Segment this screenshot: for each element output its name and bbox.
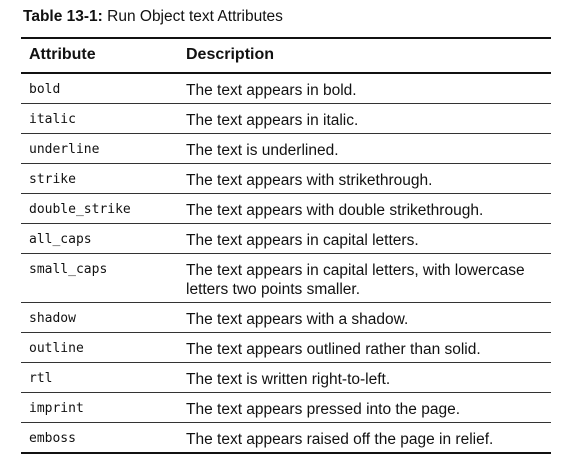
description-cell: The text appears in bold. (186, 82, 357, 99)
table-caption: Table 13-1: Run Object text Attributes (23, 6, 283, 28)
attribute-cell: imprint (29, 401, 84, 416)
attribute-cell: double_strike (29, 202, 131, 217)
table-row: outline The text appears outlined rather… (21, 333, 551, 363)
attribute-cell: emboss (29, 431, 76, 446)
attributes-table: Attribute Description bold The text appe… (21, 37, 551, 454)
description-cell: The text is underlined. (186, 142, 339, 159)
attribute-cell: bold (29, 82, 61, 97)
table-row: underline The text is underlined. (21, 134, 551, 164)
header-description: Description (186, 46, 275, 63)
table-row: strike The text appears with strikethrou… (21, 164, 551, 194)
table-row: imprint The text appears pressed into th… (21, 393, 551, 423)
attribute-cell: all_caps (29, 232, 92, 247)
table-number: Table 13-1: (23, 8, 103, 25)
description-cell: The text appears with double strikethrou… (186, 202, 484, 219)
attribute-cell: underline (29, 142, 100, 157)
description-cell: The text appears in italic. (186, 112, 359, 129)
attribute-cell: strike (29, 172, 76, 187)
description-cell: The text appears raised off the page in … (186, 431, 494, 448)
attribute-cell: italic (29, 112, 76, 127)
table-row: emboss The text appears raised off the p… (21, 423, 551, 452)
table-row: bold The text appears in bold. (21, 74, 551, 104)
description-cell: The text appears in capital letters, wit… (186, 262, 525, 298)
table-title: Run Object text Attributes (107, 8, 283, 25)
description-cell: The text appears outlined rather than so… (186, 341, 481, 358)
attribute-cell: small_caps (29, 262, 108, 277)
description-cell: The text appears with a shadow. (186, 311, 409, 328)
description-cell: The text is written right-to-left. (186, 371, 391, 388)
table-row: double_strike The text appears with doub… (21, 194, 551, 224)
description-cell: The text appears in capital letters. (186, 232, 419, 249)
attribute-cell: outline (29, 341, 84, 356)
table-row: small_caps The text appears in capital l… (21, 254, 551, 303)
header-attribute: Attribute (29, 46, 96, 63)
table-row: shadow The text appears with a shadow. (21, 303, 551, 333)
table-header-row: Attribute Description (21, 39, 551, 74)
description-cell: The text appears pressed into the page. (186, 401, 461, 418)
attribute-cell: rtl (29, 371, 53, 386)
description-cell: The text appears with strikethrough. (186, 172, 433, 189)
table-row: rtl The text is written right-to-left. (21, 363, 551, 393)
table-row: all_caps The text appears in capital let… (21, 224, 551, 254)
table-row: italic The text appears in italic. (21, 104, 551, 134)
attribute-cell: shadow (29, 311, 76, 326)
